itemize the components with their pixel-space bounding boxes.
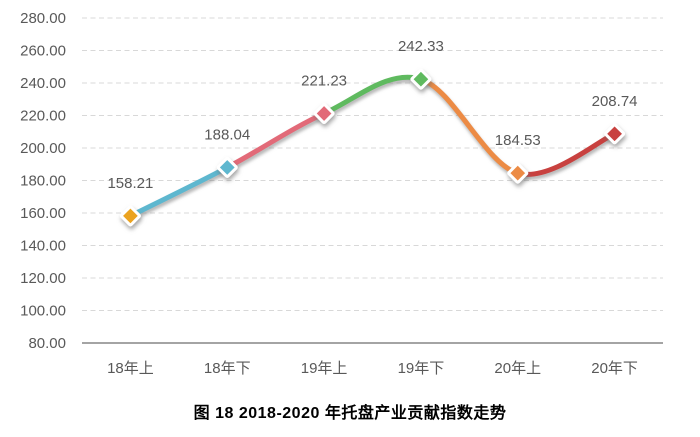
data-point-label: 208.74 [592, 93, 638, 110]
y-tick-label: 240.00 [20, 75, 66, 92]
data-point-marker [216, 156, 238, 178]
series-segment [321, 74, 424, 117]
series-segment [224, 111, 327, 170]
y-tick-label: 220.00 [20, 108, 66, 125]
y-tick-label: 260.00 [20, 43, 66, 60]
y-tick-label: 140.00 [20, 238, 66, 255]
series-segment [418, 76, 521, 176]
data-point-marker [604, 123, 626, 145]
y-tick-label: 280.00 [20, 10, 66, 27]
data-point-label: 158.21 [107, 175, 153, 192]
data-point-marker [313, 102, 335, 125]
x-tick-label: 20年下 [591, 360, 638, 377]
y-tick-label: 200.00 [20, 140, 66, 157]
data-point-marker [410, 68, 432, 90]
series-line-group [127, 74, 618, 219]
data-point-marker [119, 205, 141, 227]
x-tick-label: 18年上 [107, 360, 154, 377]
y-tick-label: 100.00 [20, 303, 66, 320]
x-tick-label: 18年下 [204, 360, 251, 377]
data-point-marker [507, 162, 529, 184]
data-point-label: 242.33 [398, 38, 444, 55]
data-point-label: 221.23 [301, 73, 347, 90]
x-tick-label: 19年下 [398, 360, 445, 377]
y-tick-label: 160.00 [20, 205, 66, 222]
y-tick-label: 120.00 [20, 270, 66, 287]
figure-caption: 图 18 2018-2020 年托盘产业贡献指数走势 [193, 405, 507, 422]
y-tick-label: 180.00 [20, 173, 66, 190]
y-tick-label: 80.00 [28, 335, 66, 352]
data-point-label: 184.53 [495, 132, 541, 149]
data-point-label: 188.04 [204, 126, 250, 143]
x-tick-label: 19年上 [301, 360, 348, 377]
x-tick-label: 20年上 [494, 360, 541, 377]
series-marker-group [119, 68, 626, 227]
